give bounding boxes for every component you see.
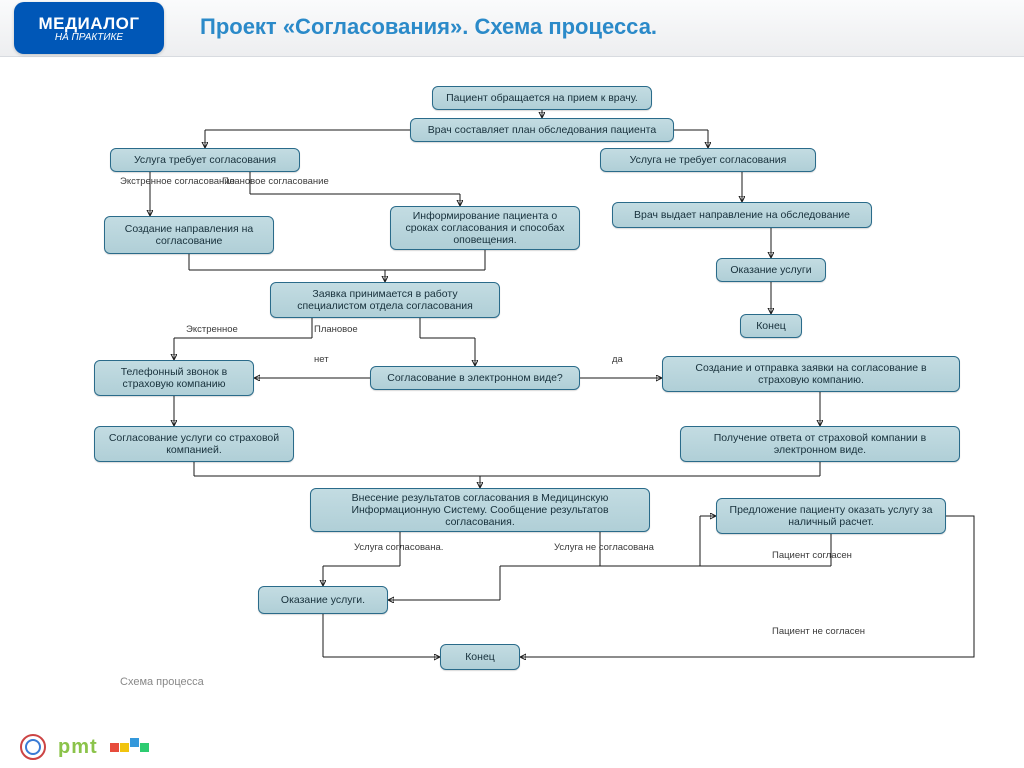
flowchart-node: Телефонный звонок в страховую компанию [94, 360, 254, 396]
page-title: Проект «Согласования». Схема процесса. [200, 14, 657, 40]
brand-logo: МЕДИАЛОГ НА ПРАКТИКЕ [14, 2, 164, 54]
flowchart-edge-label: Экстренное [186, 324, 238, 335]
flowchart-node: Оказание услуги [716, 258, 826, 282]
flowchart-node: Услуга не требует согласования [600, 148, 816, 172]
flowchart-edge-label: нет [314, 354, 329, 365]
logo-sub-text: НА ПРАКТИКЕ [55, 32, 123, 43]
flowchart-edge-label: Плановое [314, 324, 358, 335]
flowchart-edge-label: да [612, 354, 623, 365]
header: МЕДИАЛОГ НА ПРАКТИКЕ Проект «Согласовани… [0, 0, 1024, 57]
pmt-logo: pmt [58, 736, 98, 759]
flowchart-node: Оказание услуги. [258, 586, 388, 614]
partner-logo-icon [20, 734, 46, 760]
flowchart-edge-label: Услуга не согласована [554, 542, 654, 553]
flowchart-node: Врач выдает направление на обследование [612, 202, 872, 228]
footer-logos: pmt [20, 734, 149, 760]
flowchart-edge-label: Плановое согласование [222, 176, 329, 187]
flowchart-node: Создание направления на согласование [104, 216, 274, 254]
flowchart-edge-label: Экстренное согласование [120, 176, 235, 187]
flowchart-node: Конец [740, 314, 802, 338]
flowchart-node: Информирование пациента о сроках согласо… [390, 206, 580, 250]
flowchart-node: Согласование услуги со страховой компани… [94, 426, 294, 462]
diagram-caption: Схема процесса [120, 676, 204, 688]
flowchart-edge-label: Пациент не согласен [772, 626, 865, 637]
flowchart-node: Конец [440, 644, 520, 670]
flowchart-node: Получение ответа от страховой компании в… [680, 426, 960, 462]
flowchart-node: Заявка принимается в работу специалистом… [270, 282, 500, 318]
cubes-logo-icon [110, 743, 149, 752]
flowchart-node: Согласование в электронном виде? [370, 366, 580, 390]
flowchart-node: Услуга требует согласования [110, 148, 300, 172]
flowchart-node: Врач составляет план обследования пациен… [410, 118, 674, 142]
flowchart-canvas: Пациент обращается на прием к врачу. Врач… [0, 56, 1024, 768]
logo-main-text: МЕДИАЛОГ [38, 14, 139, 34]
flowchart-edge-label: Услуга согласована. [354, 542, 443, 553]
flowchart-node: Создание и отправка заявки на согласован… [662, 356, 960, 392]
flowchart-node: Внесение результатов согласования в Меди… [310, 488, 650, 532]
flowchart-node: Предложение пациенту оказать услугу за н… [716, 498, 946, 534]
flowchart-node: Пациент обращается на прием к врачу. [432, 86, 652, 110]
flowchart-edge-label: Пациент согласен [772, 550, 852, 561]
